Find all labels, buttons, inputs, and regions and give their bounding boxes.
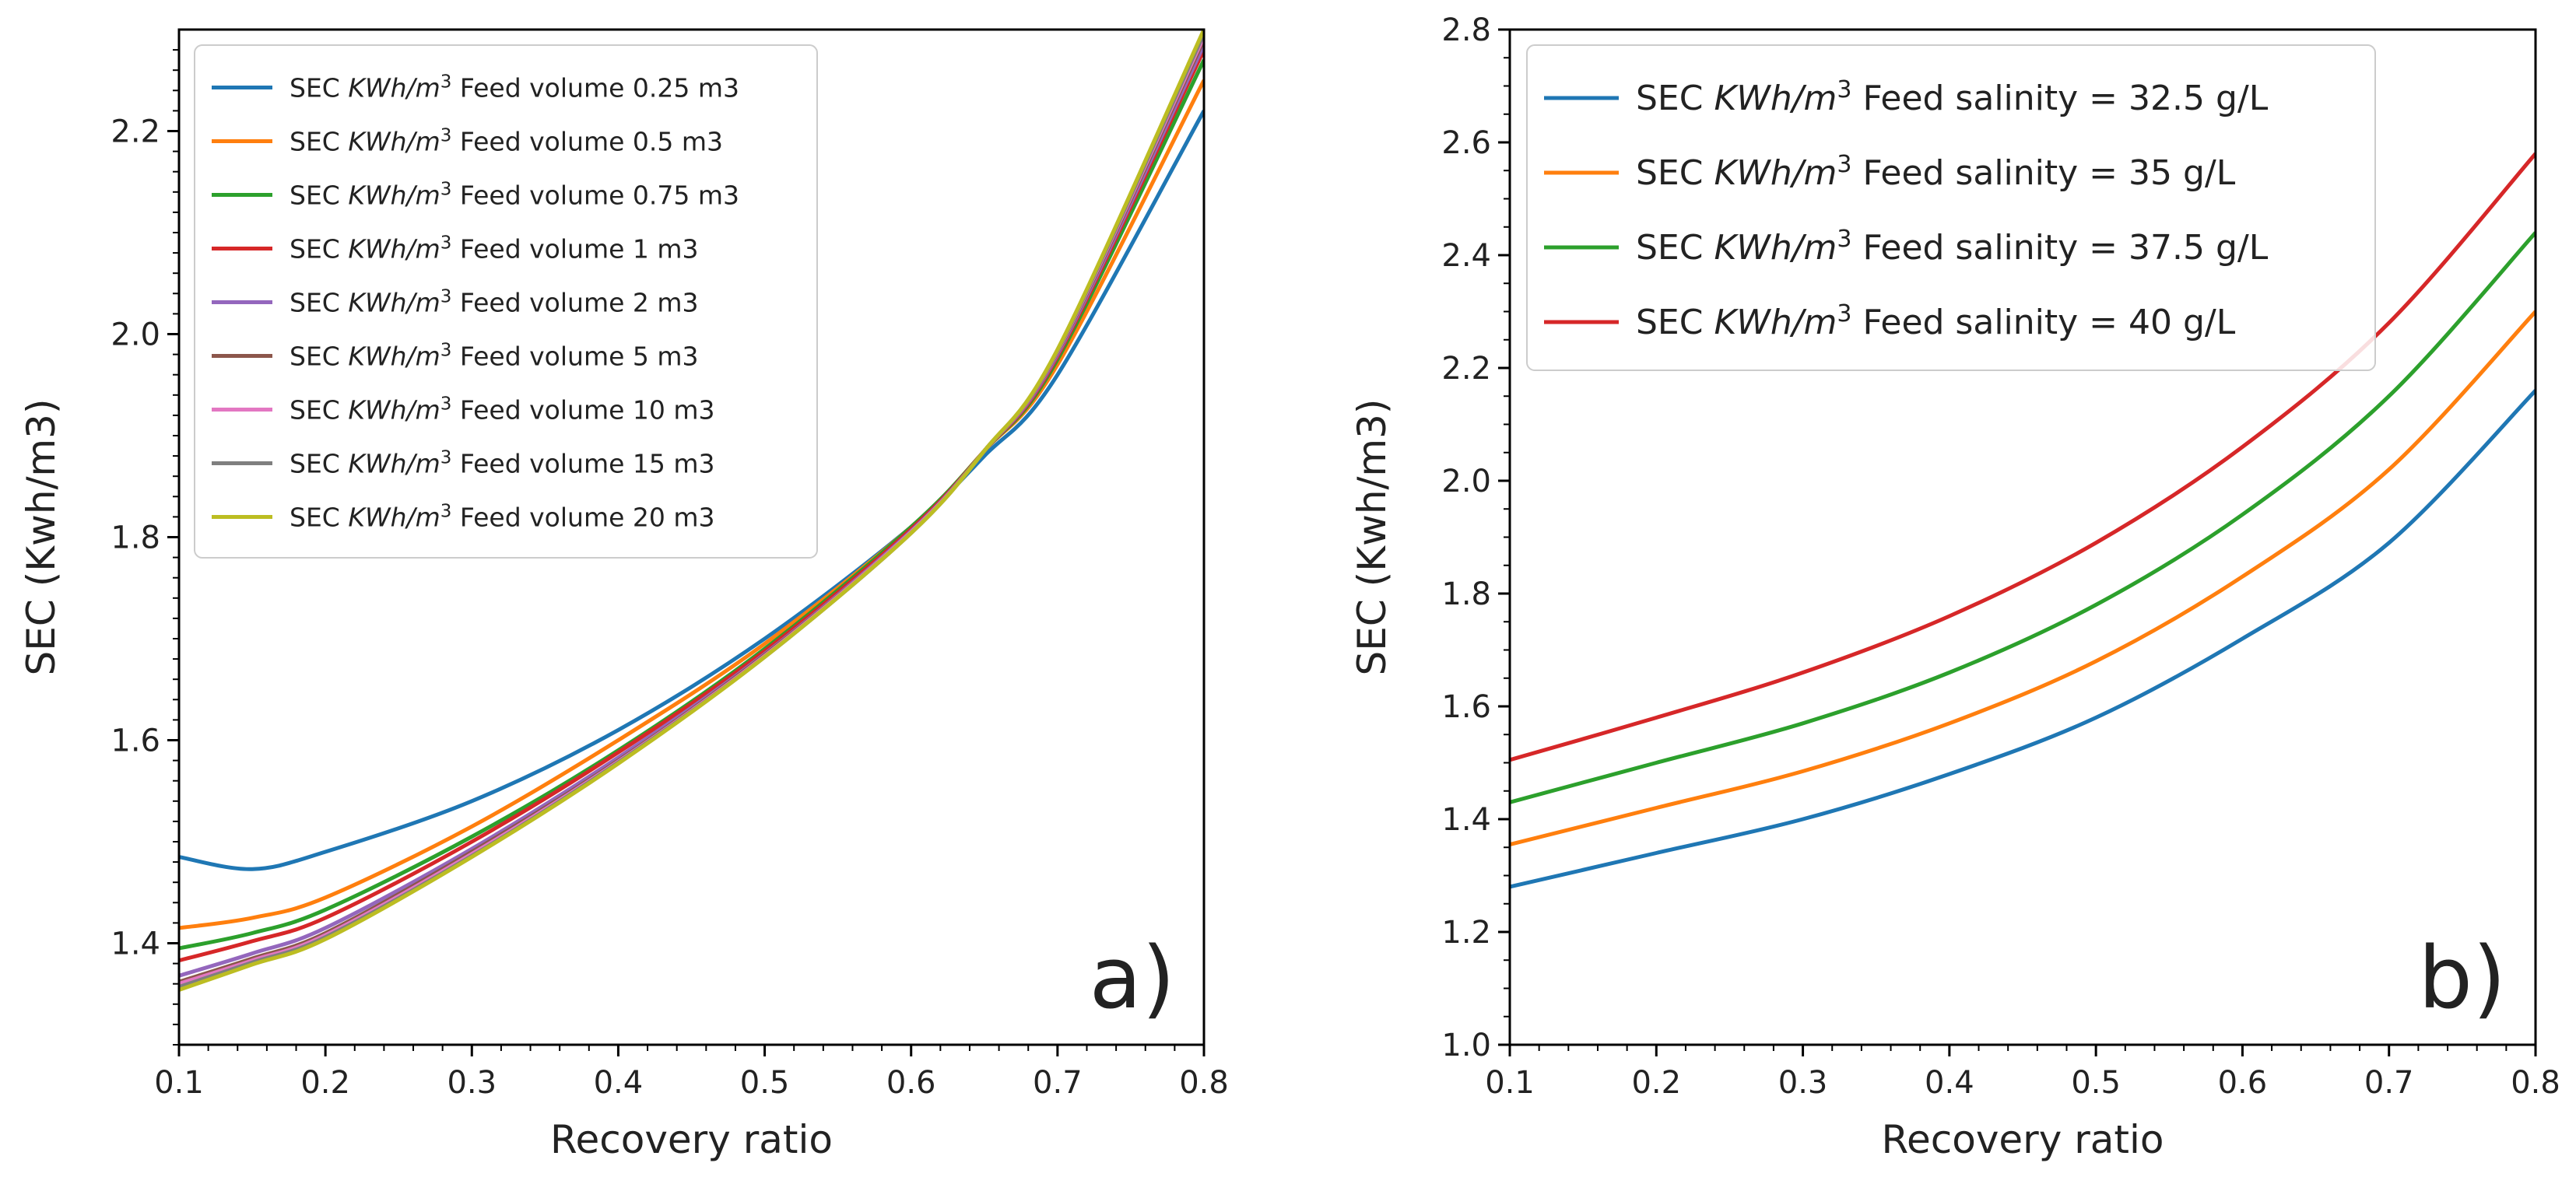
y-tick-label: 2.8 xyxy=(1441,12,1491,48)
legend-entry-label: SEC KWh/m3 Feed salinity = 40 g/L xyxy=(1636,300,2236,342)
x-tick-label: 0.5 xyxy=(740,1065,790,1101)
y-tick-label: 2.0 xyxy=(1441,464,1491,499)
y-tick-label: 2.4 xyxy=(1441,238,1491,274)
legend-entry-label: SEC KWh/m3 Feed salinity = 35 g/L xyxy=(1636,151,2236,193)
y-axis-label: SEC (Kwh/m3) xyxy=(19,399,64,676)
x-tick-label: 0.7 xyxy=(2364,1065,2414,1101)
y-tick-label: 1.6 xyxy=(1441,689,1491,725)
axes-frame xyxy=(177,28,1206,1046)
x-tick-label: 0.3 xyxy=(447,1065,497,1101)
y-tick-label: 1.4 xyxy=(111,927,160,962)
x-tick-label: 0.5 xyxy=(2071,1065,2121,1101)
panel-label: a) xyxy=(1090,928,1175,1028)
legend-entry-label: SEC KWh/m3 Feed salinity = 32.5 g/L xyxy=(1636,76,2269,118)
legend-entry-label: SEC KWh/m3 Feed volume 2 m3 xyxy=(290,287,699,318)
x-tick-label: 0.4 xyxy=(594,1065,644,1101)
x-tick-label: 0.7 xyxy=(1033,1065,1083,1101)
x-tick-label: 0.6 xyxy=(2218,1065,2268,1101)
y-tick-label: 1.8 xyxy=(1441,576,1491,612)
series-line xyxy=(1510,389,2536,889)
x-axis-label: Recovery ratio xyxy=(1881,1117,2164,1162)
series-line xyxy=(1510,152,2536,762)
series-line xyxy=(1510,310,2536,847)
x-tick-label: 0.1 xyxy=(1485,1065,1535,1101)
y-tick-label: 2.2 xyxy=(111,114,160,150)
axes-frame xyxy=(1508,28,2537,1046)
y-tick-label: 2.2 xyxy=(1441,351,1491,387)
legend-entry-label: SEC KWh/m3 Feed salinity = 37.5 g/L xyxy=(1636,226,2269,268)
x-tick-label: 0.2 xyxy=(1631,1065,1681,1101)
x-tick-label: 0.8 xyxy=(2511,1065,2560,1101)
series-line xyxy=(1510,231,2536,804)
y-axis-label: SEC (Kwh/m3) xyxy=(1349,399,1395,676)
y-tick-label: 1.0 xyxy=(1441,1028,1491,1063)
legend-entry-label: SEC KWh/m3 Feed volume 10 m3 xyxy=(290,394,715,426)
legend-entry-label: SEC KWh/m3 Feed volume 1 m3 xyxy=(290,233,699,264)
legend-entry-label: SEC KWh/m3 Feed volume 15 m3 xyxy=(290,448,715,479)
y-tick-label: 1.6 xyxy=(111,723,160,759)
legend-entry-label: SEC KWh/m3 Feed volume 0.5 m3 xyxy=(290,126,723,157)
x-axis-label: Recovery ratio xyxy=(550,1117,833,1162)
x-tick-label: 0.3 xyxy=(1778,1065,1828,1101)
y-tick-label: 2.0 xyxy=(111,317,160,353)
x-tick-label: 0.8 xyxy=(1179,1065,1229,1101)
chart-a: 0.1 0.2 0.3 0.4 0.5 0.6 0.7 0.8 1.4 1.6 1.8 2.0 2.2 S… xyxy=(19,28,1229,1162)
chart-b: 0.1 0.2 0.3 0.4 0.5 0.6 0.7 0.8 1.0 1.2 1.4 1.6 1.8 2… xyxy=(1349,12,2560,1162)
series-line xyxy=(179,79,1204,930)
legend-entry-label: SEC KWh/m3 Feed volume 0.25 m3 xyxy=(290,72,739,103)
legend-entry-label: SEC KWh/m3 Feed volume 0.75 m3 xyxy=(290,180,739,211)
legend-entry-label: SEC KWh/m3 Feed volume 20 m3 xyxy=(290,502,715,533)
legend-entry-label: SEC KWh/m3 Feed volume 5 m3 xyxy=(290,341,699,372)
y-tick-label: 1.4 xyxy=(1441,802,1491,838)
legend-box xyxy=(1526,44,2376,371)
x-tick-label: 0.1 xyxy=(154,1065,204,1101)
x-tick-label: 0.2 xyxy=(300,1065,350,1101)
panel-label: b) xyxy=(2418,928,2506,1028)
y-tick-label: 1.8 xyxy=(111,520,160,556)
legend-box xyxy=(194,44,818,559)
y-tick-label: 1.2 xyxy=(1441,915,1491,951)
series-line xyxy=(179,110,1204,871)
y-tick-label: 2.6 xyxy=(1441,125,1491,161)
x-tick-label: 0.6 xyxy=(886,1065,936,1101)
x-tick-label: 0.4 xyxy=(1925,1065,1974,1101)
series-line xyxy=(179,30,1204,992)
